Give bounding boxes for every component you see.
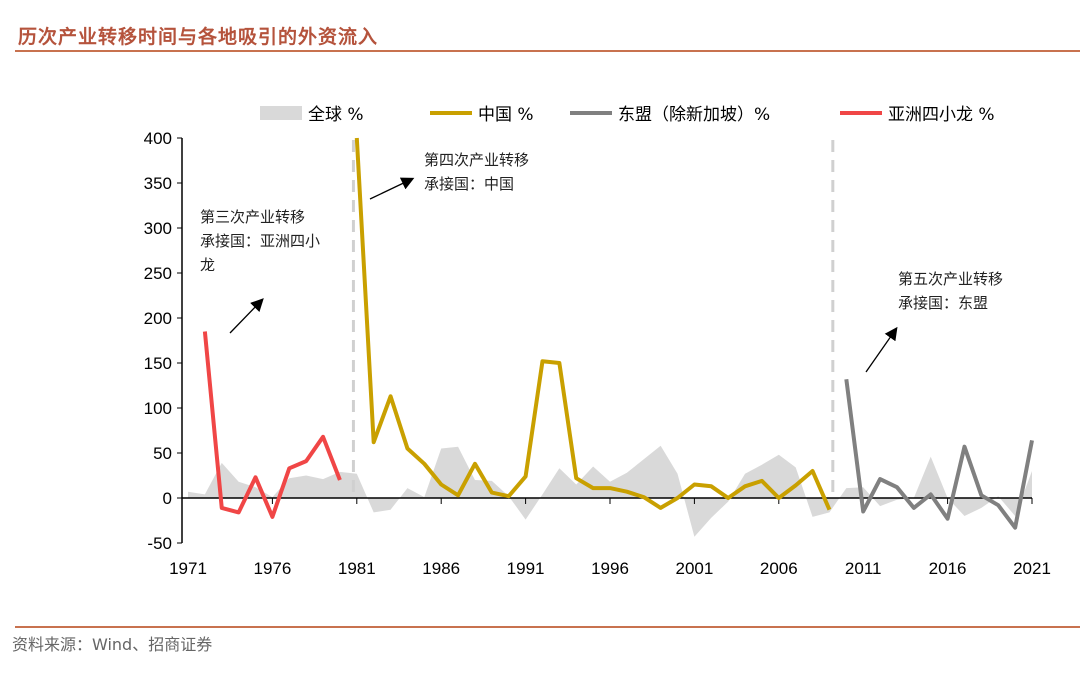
source-note: 资料来源：Wind、招商证券	[12, 635, 213, 654]
footer-divider	[15, 626, 1080, 628]
legend-label: 全球 %	[308, 105, 364, 125]
y-tick-label: 150	[144, 354, 172, 373]
y-tick-label: -50	[147, 534, 172, 553]
page-title: 历次产业转移时间与各地吸引的外资流入	[18, 26, 379, 48]
annotation-text: 第五次产业转移	[898, 270, 1003, 288]
x-tick-label: 1986	[422, 559, 460, 578]
x-tick-label: 2006	[760, 559, 798, 578]
y-tick-label: 0	[163, 489, 172, 508]
annotation-arrow	[229, 298, 264, 334]
annotation-text: 第四次产业转移	[424, 151, 529, 169]
y-tick-label: 350	[144, 174, 172, 193]
annotation-text: 承接国：中国	[424, 175, 514, 193]
x-tick-label: 1971	[169, 559, 207, 578]
annotation-text: 龙	[200, 256, 215, 274]
annotation-text: 第三次产业转移	[200, 208, 305, 226]
y-tick-label: 400	[144, 129, 172, 148]
annotation-arrow	[369, 177, 415, 200]
title-divider	[15, 50, 1080, 52]
y-tick-label: 50	[153, 444, 172, 463]
series-area-global	[188, 445, 1032, 537]
series-line-0	[354, 137, 832, 511]
annotation-text: 承接国：东盟	[898, 294, 988, 312]
legend-label: 中国 %	[478, 105, 534, 125]
y-tick-label: 100	[144, 399, 172, 418]
x-tick-label: 1976	[253, 559, 291, 578]
annotation-arrow	[865, 326, 898, 373]
annotation-text: 承接国：亚洲四小	[200, 232, 320, 250]
x-tick-label: 1981	[338, 559, 376, 578]
legend-label: 亚洲四小龙 %	[888, 105, 995, 125]
x-tick-label: 2011	[845, 559, 882, 578]
x-tick-label: 2016	[929, 559, 967, 578]
x-tick-label: 1991	[507, 559, 545, 578]
y-tick-label: 250	[144, 264, 172, 283]
legend-label: 东盟（除新加坡）%	[618, 105, 770, 125]
series-line-1	[844, 378, 1034, 530]
y-tick-label: 300	[144, 219, 172, 238]
x-tick-label: 1996	[591, 559, 629, 578]
y-tick-label: 200	[144, 309, 172, 328]
legend-swatch	[260, 106, 302, 120]
x-tick-label: 2021	[1013, 559, 1051, 578]
x-tick-label: 2001	[675, 559, 713, 578]
